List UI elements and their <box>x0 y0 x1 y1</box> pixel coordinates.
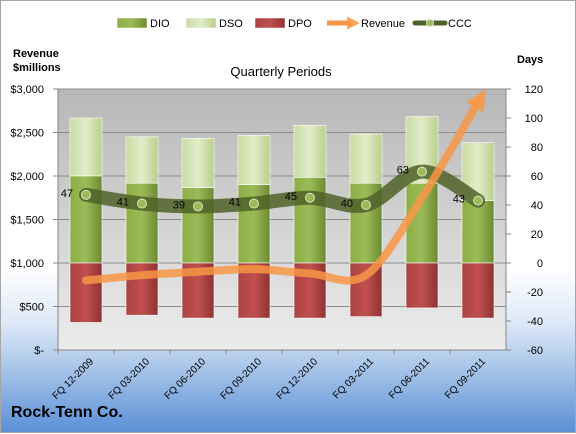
bar-dso <box>125 136 159 184</box>
left-tick-label: $1,000 <box>10 258 44 270</box>
ccc-data-label: 41 <box>229 197 241 209</box>
line-series <box>79 89 486 285</box>
ccc-data-label: 43 <box>453 194 465 206</box>
legend-marker-ccc <box>426 19 434 27</box>
left-axis-title: Revenue $millions <box>13 47 61 75</box>
right-tick-label: 0 <box>537 258 543 270</box>
ccc-data-label: 40 <box>341 198 353 210</box>
bar-dpo <box>461 262 495 319</box>
bar-dso <box>237 135 271 185</box>
left-tick-label: $1,500 <box>10 215 44 227</box>
category-label: FQ 03-2010 <box>107 356 153 402</box>
ccc-marker <box>417 166 427 177</box>
category-label: FQ 03-2011 <box>331 356 376 401</box>
left-axis-title-line2: $millions <box>13 62 61 74</box>
legend-label-ccc: CCC <box>448 18 472 30</box>
ccc-marker <box>193 201 203 212</box>
bar-dso <box>349 133 383 184</box>
bar-dio <box>181 187 215 264</box>
chart-title: Quarterly Periods <box>230 64 332 79</box>
right-tick-label: -40 <box>527 316 543 328</box>
legend-label-dio: DIO <box>150 18 170 30</box>
legend-label-dso: DSO <box>219 18 243 30</box>
legend-swatch-dpo <box>254 17 286 29</box>
ccc-marker <box>137 198 147 209</box>
bar-dso <box>69 117 103 177</box>
legend: DIO DSO DPO Revenue CCC <box>116 16 472 30</box>
ccc-marker <box>305 192 315 203</box>
right-tick-label: 40 <box>531 200 543 212</box>
ccc-marker <box>361 200 371 210</box>
bar-dso <box>181 138 215 188</box>
ccc-data-label: 45 <box>285 191 297 203</box>
bar-dso <box>293 124 327 178</box>
revenue-line <box>82 89 486 285</box>
ccc-data-label: 63 <box>397 165 409 177</box>
category-label: FQ 09-2011 <box>443 356 488 401</box>
ccc-data-label: 47 <box>61 188 73 200</box>
left-tick-label: $500 <box>20 302 44 314</box>
category-label: FQ 09-2010 <box>219 356 265 402</box>
bar-dpo <box>69 262 103 323</box>
category-label: FQ 06-2011 <box>387 356 432 401</box>
category-label: FQ 06-2010 <box>163 356 209 402</box>
left-tick-label: $3,000 <box>10 84 44 96</box>
right-axis-title: Days <box>517 54 544 66</box>
ccc-marker <box>473 195 483 206</box>
category-label: FQ 12-2010 <box>275 356 321 402</box>
right-tick-label: -20 <box>527 287 543 299</box>
left-tick-label: $- <box>34 345 44 357</box>
right-tick-label: 20 <box>531 229 543 241</box>
bar-dpo <box>405 262 439 309</box>
company-name: Rock-Tenn Co. <box>11 404 123 421</box>
right-tick-label: 100 <box>525 113 543 125</box>
left-axis-title-line1: Revenue <box>13 48 59 60</box>
right-tick-label: 120 <box>525 84 543 96</box>
legend-label-dpo: DPO <box>288 18 312 30</box>
right-tick-label: 80 <box>531 142 543 154</box>
bar-dso <box>461 142 495 201</box>
ccc-data-label: 39 <box>173 199 185 211</box>
category-label: FQ 12-2009 <box>51 356 97 402</box>
right-tick-label: 60 <box>531 171 543 183</box>
legend-swatch-dso <box>185 17 217 29</box>
legend-label-revenue: Revenue <box>361 18 405 30</box>
legend-swatch-dio <box>116 17 148 29</box>
bar-dio <box>461 200 495 264</box>
left-tick-label: $2,000 <box>10 171 44 183</box>
left-tick-label: $2,500 <box>10 128 44 140</box>
right-tick-label: -60 <box>527 345 543 357</box>
ccc-marker <box>249 198 259 209</box>
data-labels: 47 41 39 41 45 40 63 43 <box>61 165 465 212</box>
ccc-marker <box>81 189 91 200</box>
bar-dio <box>293 177 327 264</box>
ccc-data-label: 41 <box>117 197 129 209</box>
